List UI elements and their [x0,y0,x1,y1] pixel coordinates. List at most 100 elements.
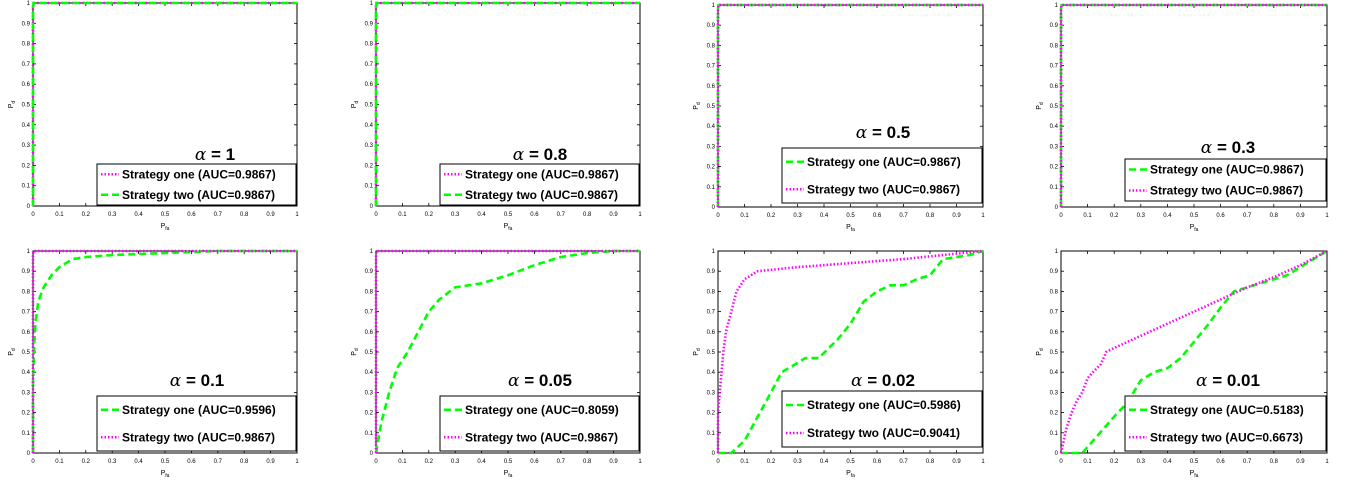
x-tick-label: 1 [1325,459,1329,465]
y-tick-label: 0.3 [1050,144,1059,150]
y-tick-label: 0.4 [707,370,716,376]
series-line-2 [374,249,640,453]
legend-label: Strategy two (AUC=0.9867) [807,182,960,196]
y-tick-label: 1 [27,1,31,7]
alpha-annotation: α = 0.1 [170,371,225,391]
y-tick-label: 0.8 [365,42,374,48]
x-tick-label: 0.2 [425,459,434,465]
y-axis-label-sub: d [1039,102,1045,105]
x-axis-label-sub: fa [1194,473,1198,478]
y-tick-label: 0.4 [707,124,716,130]
y-tick-label: 0.9 [22,21,31,27]
x-axis-label: Pfa [161,223,170,232]
x-tick-label: 0.6 [530,212,539,218]
y-tick-label: 0.7 [1050,64,1059,70]
y-tick-label: 0.7 [707,64,716,70]
y-tick-label: 0.4 [22,370,31,376]
x-tick-label: 0.6 [530,459,539,465]
y-axis-label: Pd [8,348,17,356]
chart-panel-5: 0 0.1 0.2 0.3 0.4 0.5 0.6 0.7 0.8 0.9 1 0 0.1 0.2 0.3 0… [8,249,299,479]
y-tick-label: 0.5 [22,103,31,109]
legend-box [439,163,640,206]
x-tick-label: 0.1 [740,459,749,465]
y-tick-label: 0.6 [365,82,374,88]
y-tick-label: 0.4 [1050,370,1059,376]
alpha-symbol: α [513,145,525,165]
y-tick-label: 0.2 [365,411,374,417]
x-tick-label: 0 [31,459,35,465]
x-tick-label: 1 [295,459,299,465]
y-tick-label: 0.9 [1050,23,1059,29]
x-tick-label: 0.8 [1270,213,1279,219]
series-line-1 [31,249,297,453]
y-tick-label: 1 [712,249,716,255]
y-axis-label-sub: d [696,102,702,105]
y-tick-label: 0.5 [707,104,716,110]
y-tick-label: 0.3 [22,143,31,149]
y-tick-label: 0.1 [1050,185,1059,191]
y-tick-label: 0.8 [1050,43,1059,49]
y-axis-label-sub: d [354,101,360,104]
y-tick-label: 0.7 [22,310,31,316]
x-tick-label: 0.4 [1163,213,1172,219]
alpha-value: = 1 [206,145,235,164]
chart-panel-1: 0 0.1 0.2 0.3 0.4 0.5 0.6 0.7 0.8 0.9 1 0 0.1 0.2 0.3 0… [8,1,299,232]
x-tick-label: 0.5 [846,459,855,465]
series-line-1 [1061,249,1328,455]
x-tick-label: 0.4 [477,212,486,218]
series-line-2 [1059,3,1327,207]
y-tick-label: 0.1 [365,431,374,437]
alpha-value: = 0.5 [867,123,910,142]
y-tick-label: 0.1 [365,184,374,190]
y-tick-label: 0.6 [365,330,374,336]
x-tick-label: 0.5 [161,212,170,218]
x-tick-label: 0.7 [1243,459,1252,465]
legend-box [1124,395,1327,452]
x-tick-label: 0.9 [609,459,618,465]
x-tick-label: 0.8 [240,212,249,218]
x-tick-label: 0.2 [425,212,434,218]
x-tick-label: 0.5 [504,212,513,218]
legend-label: Strategy one (AUC=0.9596) [122,403,276,417]
y-axis-label-sub: d [696,348,702,351]
y-tick-label: 0.3 [365,143,374,149]
alpha-symbol: α [1201,138,1213,158]
x-tick-label: 0.3 [108,212,117,218]
x-tick-label: 0.9 [952,213,961,219]
alpha-annotation: α = 0.05 [508,371,572,391]
y-tick-label: 0.3 [22,390,31,396]
y-tick-label: 0.4 [1050,124,1059,130]
x-axis-label-sub: fa [508,473,512,478]
series-line-2 [1059,249,1328,454]
y-tick-label: 0.9 [365,269,374,275]
series-line-1 [374,249,640,454]
legend-label: Strategy two (AUC=0.9867) [1150,184,1303,198]
y-tick-label: 1 [1055,249,1059,255]
y-tick-label: 0 [712,205,716,211]
legend-label: Strategy two (AUC=0.9867) [122,188,275,202]
y-axis-label: Pd [8,101,17,109]
x-tick-label: 0.9 [952,459,961,465]
x-tick-label: 0.8 [583,459,592,465]
x-tick-label: 0 [1059,213,1063,219]
y-tick-label: 0.1 [707,431,716,437]
x-tick-label: 0 [374,459,378,465]
x-tick-label: 0.3 [451,212,460,218]
legend-box [96,163,297,206]
x-tick-label: 0.2 [1110,459,1119,465]
legend-label: Strategy two (AUC=0.9867) [122,430,275,444]
y-tick-label: 0.5 [1050,104,1059,110]
x-tick-label: 0.8 [926,213,935,219]
x-axis-label-sub: fa [851,473,855,478]
y-tick-label: 0.6 [707,84,716,90]
x-tick-label: 0.3 [793,459,802,465]
alpha-annotation: α = 0.02 [851,371,915,391]
alpha-value: = 0.8 [524,145,567,164]
y-axis-label: Pd [1036,102,1045,110]
x-tick-label: 0.7 [1243,213,1252,219]
y-tick-label: 0.3 [365,390,374,396]
chart-panel-6: 0 0.1 0.2 0.3 0.4 0.5 0.6 0.7 0.8 0.9 1 0 0.1 0.2 0.3 0… [351,249,642,479]
y-tick-label: 0.8 [22,42,31,48]
series-line-2 [716,3,983,207]
y-tick-label: 0.8 [707,43,716,49]
